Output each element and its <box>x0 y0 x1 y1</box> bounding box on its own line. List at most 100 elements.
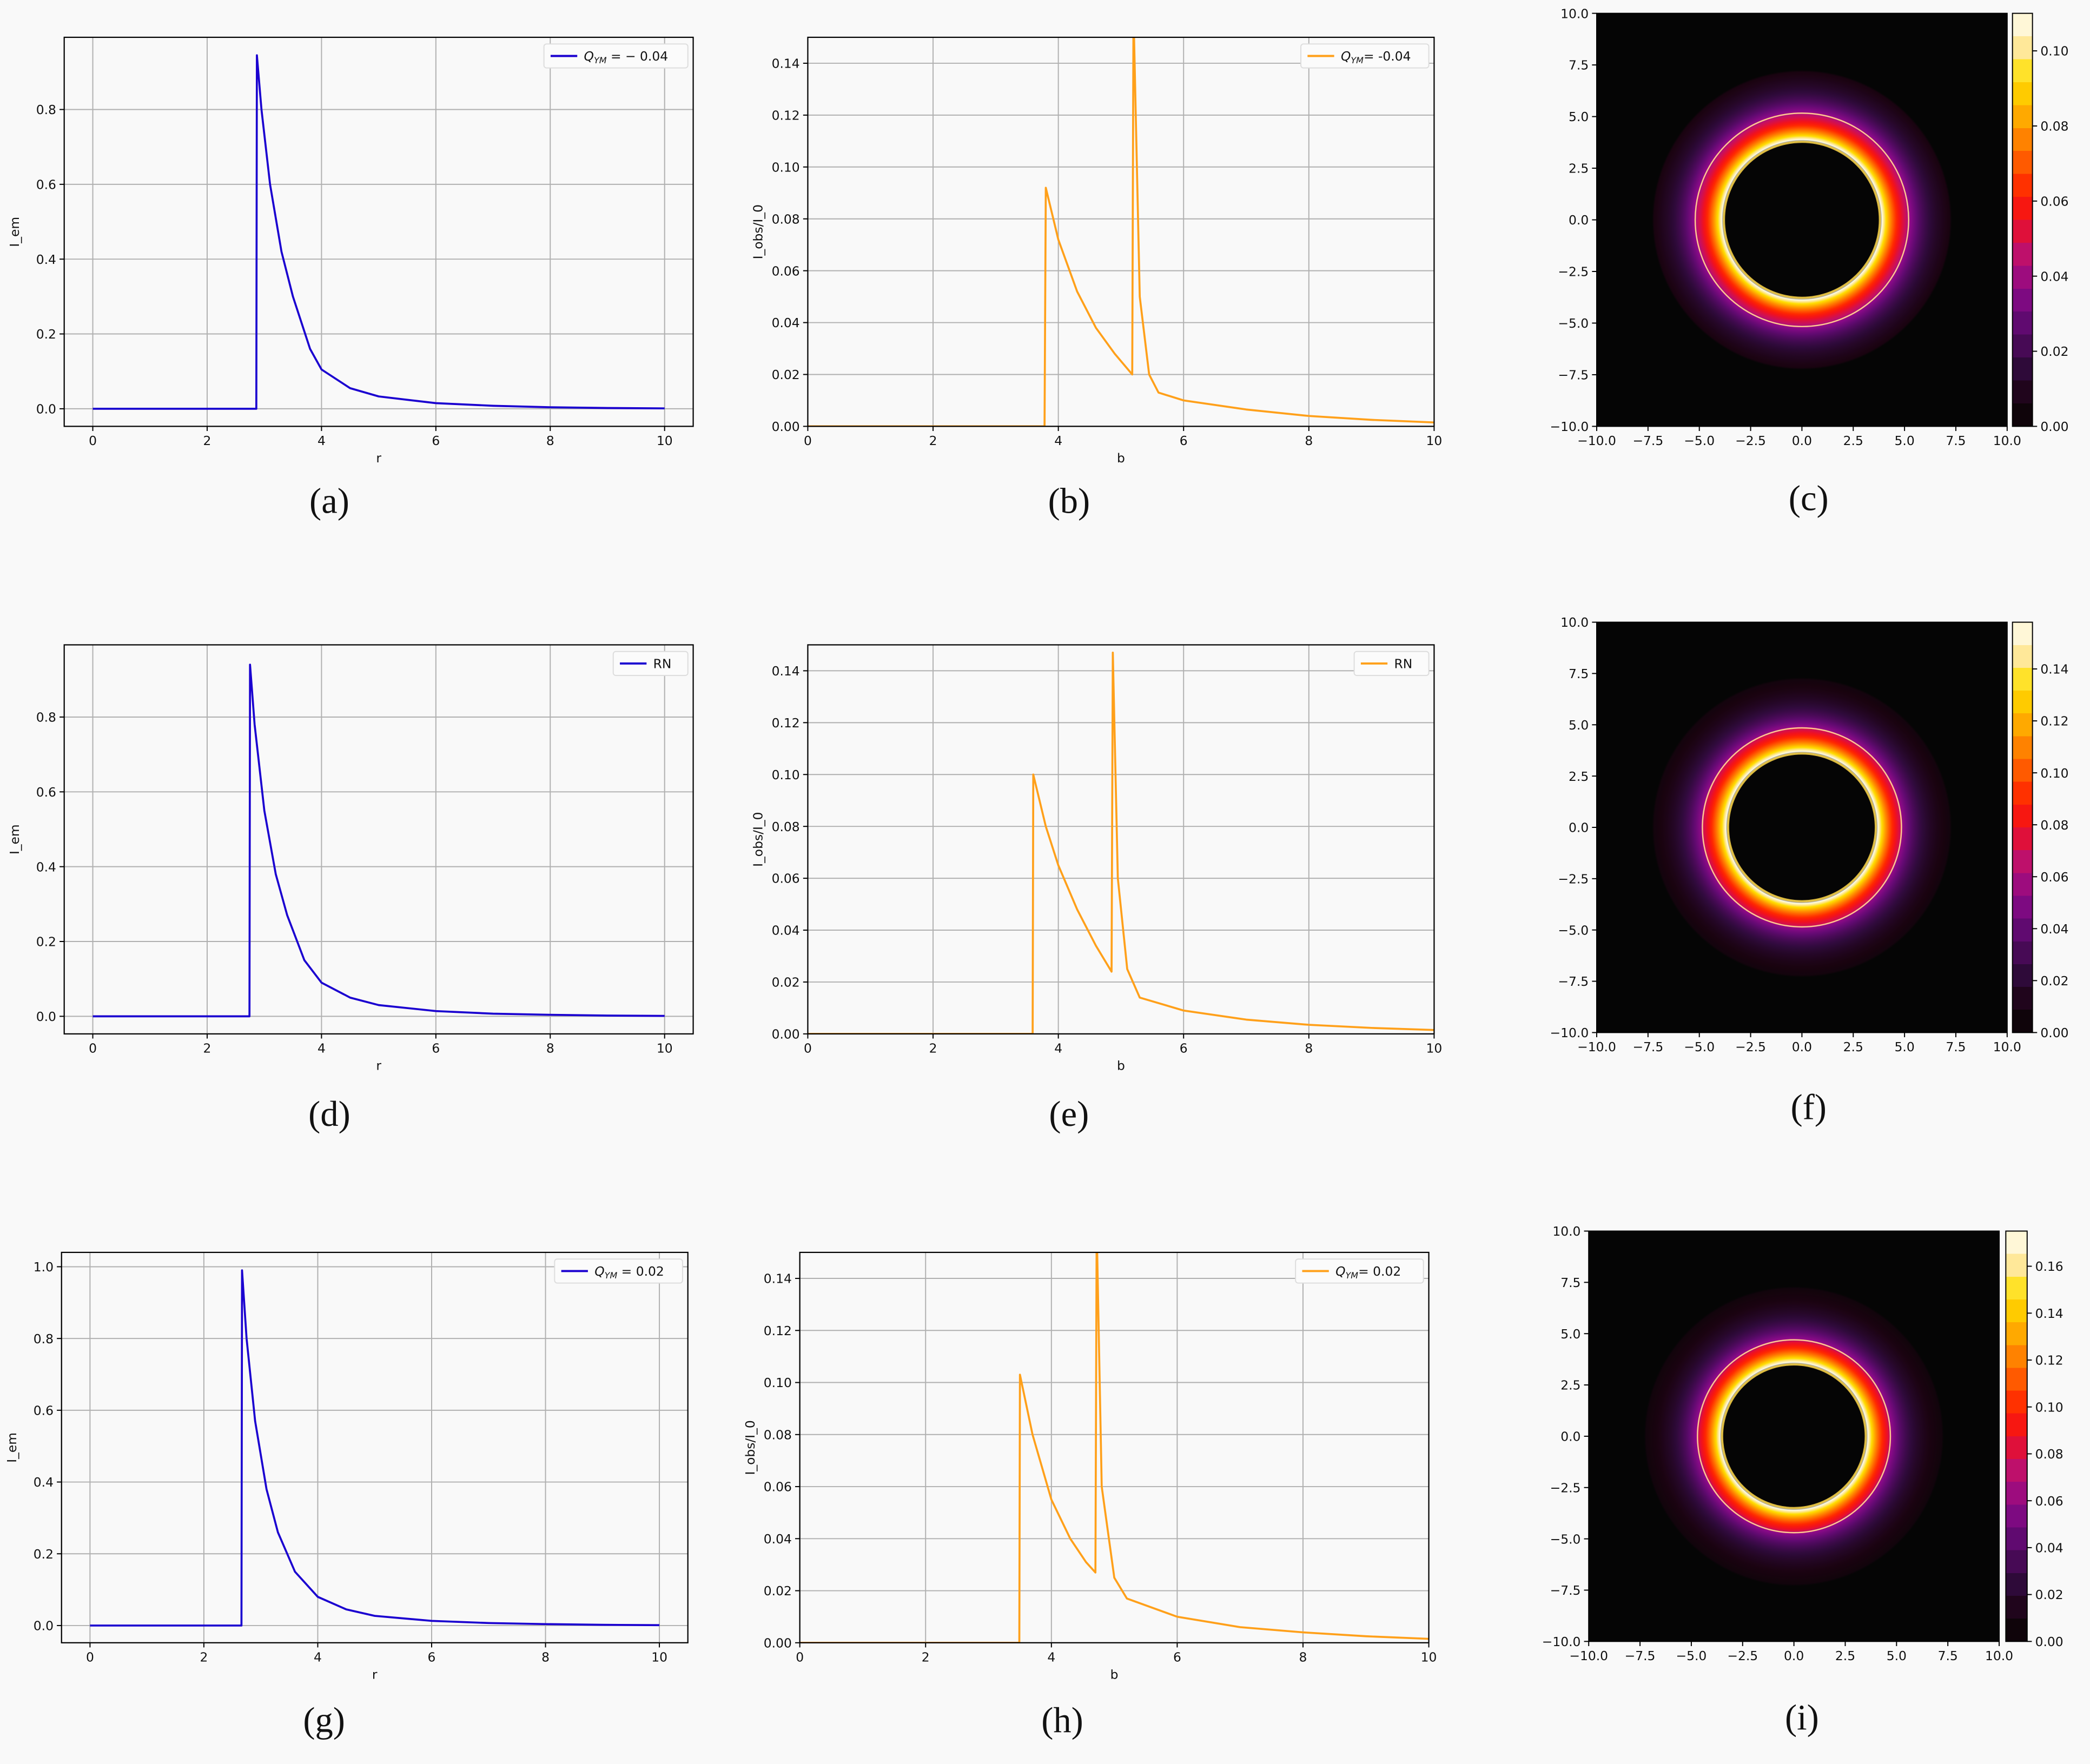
y-tick-label: 0.08 <box>772 819 800 834</box>
colorbar-tick-label: 0.08 <box>2040 818 2068 833</box>
y-tick-label: 5.0 <box>1569 109 1589 124</box>
colorbar-tick-label: 0.14 <box>2035 1306 2063 1321</box>
y-axis-label: I_em <box>4 1433 19 1463</box>
x-tick-label: 2 <box>200 1649 208 1664</box>
y-tick-label: 0.0 <box>36 1009 56 1024</box>
shadow-edge <box>1721 1363 1867 1509</box>
panel-caption: (b) <box>1048 482 1090 521</box>
x-tick-label: −7.5 <box>1632 1039 1663 1055</box>
x-tick-label: 8 <box>546 433 554 448</box>
legend-value: = 0.02 <box>617 1264 664 1279</box>
colorbar-tick-label: 0.14 <box>2040 662 2068 677</box>
y-tick-label: −5.0 <box>1558 316 1589 331</box>
x-axis-label: b <box>1117 450 1125 466</box>
axes-frame <box>799 1251 1430 1643</box>
y-tick-label: −7.5 <box>1550 1583 1581 1598</box>
y-tick-label: 0.2 <box>36 327 56 342</box>
y-axis-label: I_obs/I_0 <box>743 1420 758 1475</box>
y-tick-label: 0.04 <box>772 923 800 938</box>
legend-subscript: YM <box>1346 1270 1359 1281</box>
colorbar-tick-label: 0.00 <box>2035 1634 2063 1649</box>
colorbar-tick-label: 0.12 <box>2035 1353 2063 1368</box>
x-tick-label: 10 <box>657 433 673 448</box>
photon-ring <box>1694 112 1909 328</box>
panel-f: (f) −10.0−10.0 −7.5 −7.5 −5.0 −5.0 −2.5 −2.5 0.0… <box>1550 615 2069 1127</box>
panel-h: (h) 0 2 4 6 8 10 0.00 0.02 0.04 0.06 0.08 0.10 0.12 0.… <box>743 1251 1437 1740</box>
colorbar-tick-label: 0.06 <box>2040 194 2068 209</box>
series-line <box>92 54 665 410</box>
colorbar-tick-label: 0.04 <box>2040 921 2068 937</box>
shadow-region <box>1722 1364 1866 1508</box>
series-line <box>90 1269 660 1627</box>
legend-box <box>1295 1258 1424 1284</box>
x-tick-label: 10 <box>1421 1649 1437 1664</box>
y-tick-label: −2.5 <box>1550 1480 1581 1495</box>
y-tick-label: 0.10 <box>772 160 800 175</box>
x-tick-label: −5.0 <box>1676 1648 1707 1663</box>
y-tick-label: 7.5 <box>1569 666 1589 681</box>
y-tick-label: 0.00 <box>772 1026 800 1042</box>
y-tick-label: −2.5 <box>1558 264 1589 280</box>
y-tick-label: 0.04 <box>772 315 800 330</box>
x-tick-label: −2.5 <box>1727 1648 1758 1663</box>
x-tick-label: 2.5 <box>1843 433 1863 448</box>
x-tick-label: 0 <box>804 433 812 448</box>
legend-subscript: YM <box>1351 55 1364 65</box>
colorbar-tick-label: 0.04 <box>2035 1541 2063 1556</box>
panel-caption: (a) <box>309 482 349 521</box>
plot-area <box>799 1252 1429 1643</box>
y-tick-label: 0.10 <box>764 1375 792 1390</box>
y-tick-label: 0.0 <box>36 402 56 417</box>
y-tick-label: 7.5 <box>1560 1275 1580 1290</box>
y-tick-label: 0.00 <box>772 419 800 434</box>
y-tick-label: 0.8 <box>36 710 56 725</box>
y-axis-label: I_em <box>7 217 22 247</box>
y-tick-label: 0.14 <box>764 1271 792 1286</box>
y-tick-label: −7.5 <box>1558 368 1589 383</box>
x-tick-label: 0.0 <box>1792 433 1812 448</box>
y-tick-label: 2.5 <box>1569 161 1589 176</box>
legend-symbol: Q <box>584 49 594 64</box>
colorbar-tick-label: 0.06 <box>2035 1494 2063 1509</box>
axes-frame <box>1596 621 2008 1033</box>
x-tick-label: 10.0 <box>1993 1039 2021 1055</box>
colorbar-tick-label: 0.10 <box>2040 766 2068 781</box>
colorbar-tick-label: 0.10 <box>2035 1400 2063 1415</box>
y-tick-label: −7.5 <box>1558 974 1589 989</box>
y-tick-label: 0.08 <box>772 211 800 227</box>
shadow-edge <box>1727 752 1877 903</box>
plot-area <box>61 1252 688 1643</box>
legend-label: QYM= -0.04 <box>1341 49 1411 65</box>
colorbar: 0.00 0.02 0.04 0.06 0.08 0.10 0.12 0.14 0.16 <box>2005 1230 2063 1649</box>
panel-d: (d) 0 2 4 6 8 10 0.0 0.2 0.4 0.6 0.8 RN r I_em <box>7 644 694 1134</box>
colorbar-tick-label: 0.16 <box>2035 1259 2063 1274</box>
y-tick-label: 0.0 <box>34 1619 54 1634</box>
x-tick-label: 4 <box>318 1040 326 1056</box>
shadow-region <box>1728 753 1876 901</box>
series-line <box>808 651 1434 1034</box>
axes-frame <box>63 644 694 1034</box>
x-tick-label: 10 <box>657 1040 673 1056</box>
y-tick-label: 2.5 <box>1569 769 1589 784</box>
x-tick-label: 0 <box>89 433 97 448</box>
y-tick-label: 0.00 <box>764 1635 792 1650</box>
y-tick-label: 7.5 <box>1569 58 1589 73</box>
colorbar-tick-label: 0.08 <box>2035 1447 2063 1462</box>
y-tick-label: 0.06 <box>772 263 800 278</box>
panel-i: (i) −10.0−10.0 −7.5 −7.5 −5.0 −5.0 −2.5 −2.5 0.0… <box>1542 1224 2063 1738</box>
colorbar-tick-label: 0.06 <box>2040 870 2068 885</box>
y-tick-label: 0.12 <box>772 715 800 731</box>
panel-a: (a) 0 2 4 6 8 10 0.0 0.2 0.4 0.6 0.8 QYM = − 0.04 r I_… <box>7 36 694 521</box>
series-line <box>799 1252 1429 1643</box>
legend-subscript: YM <box>594 55 607 65</box>
x-tick-label: 8 <box>1299 1649 1307 1664</box>
x-tick-label: 8 <box>1305 433 1313 448</box>
x-tick-label: −2.5 <box>1735 433 1766 448</box>
colorbar-tick-label: 0.02 <box>2040 344 2068 359</box>
legend: RN <box>1353 651 1430 677</box>
y-tick-label: 0.14 <box>772 56 800 71</box>
legend-label: QYM = 0.02 <box>594 1264 664 1281</box>
x-tick-label: 4 <box>314 1649 322 1664</box>
y-axis-label: I_obs/I_0 <box>751 204 766 259</box>
x-tick-label: 10 <box>651 1649 667 1664</box>
